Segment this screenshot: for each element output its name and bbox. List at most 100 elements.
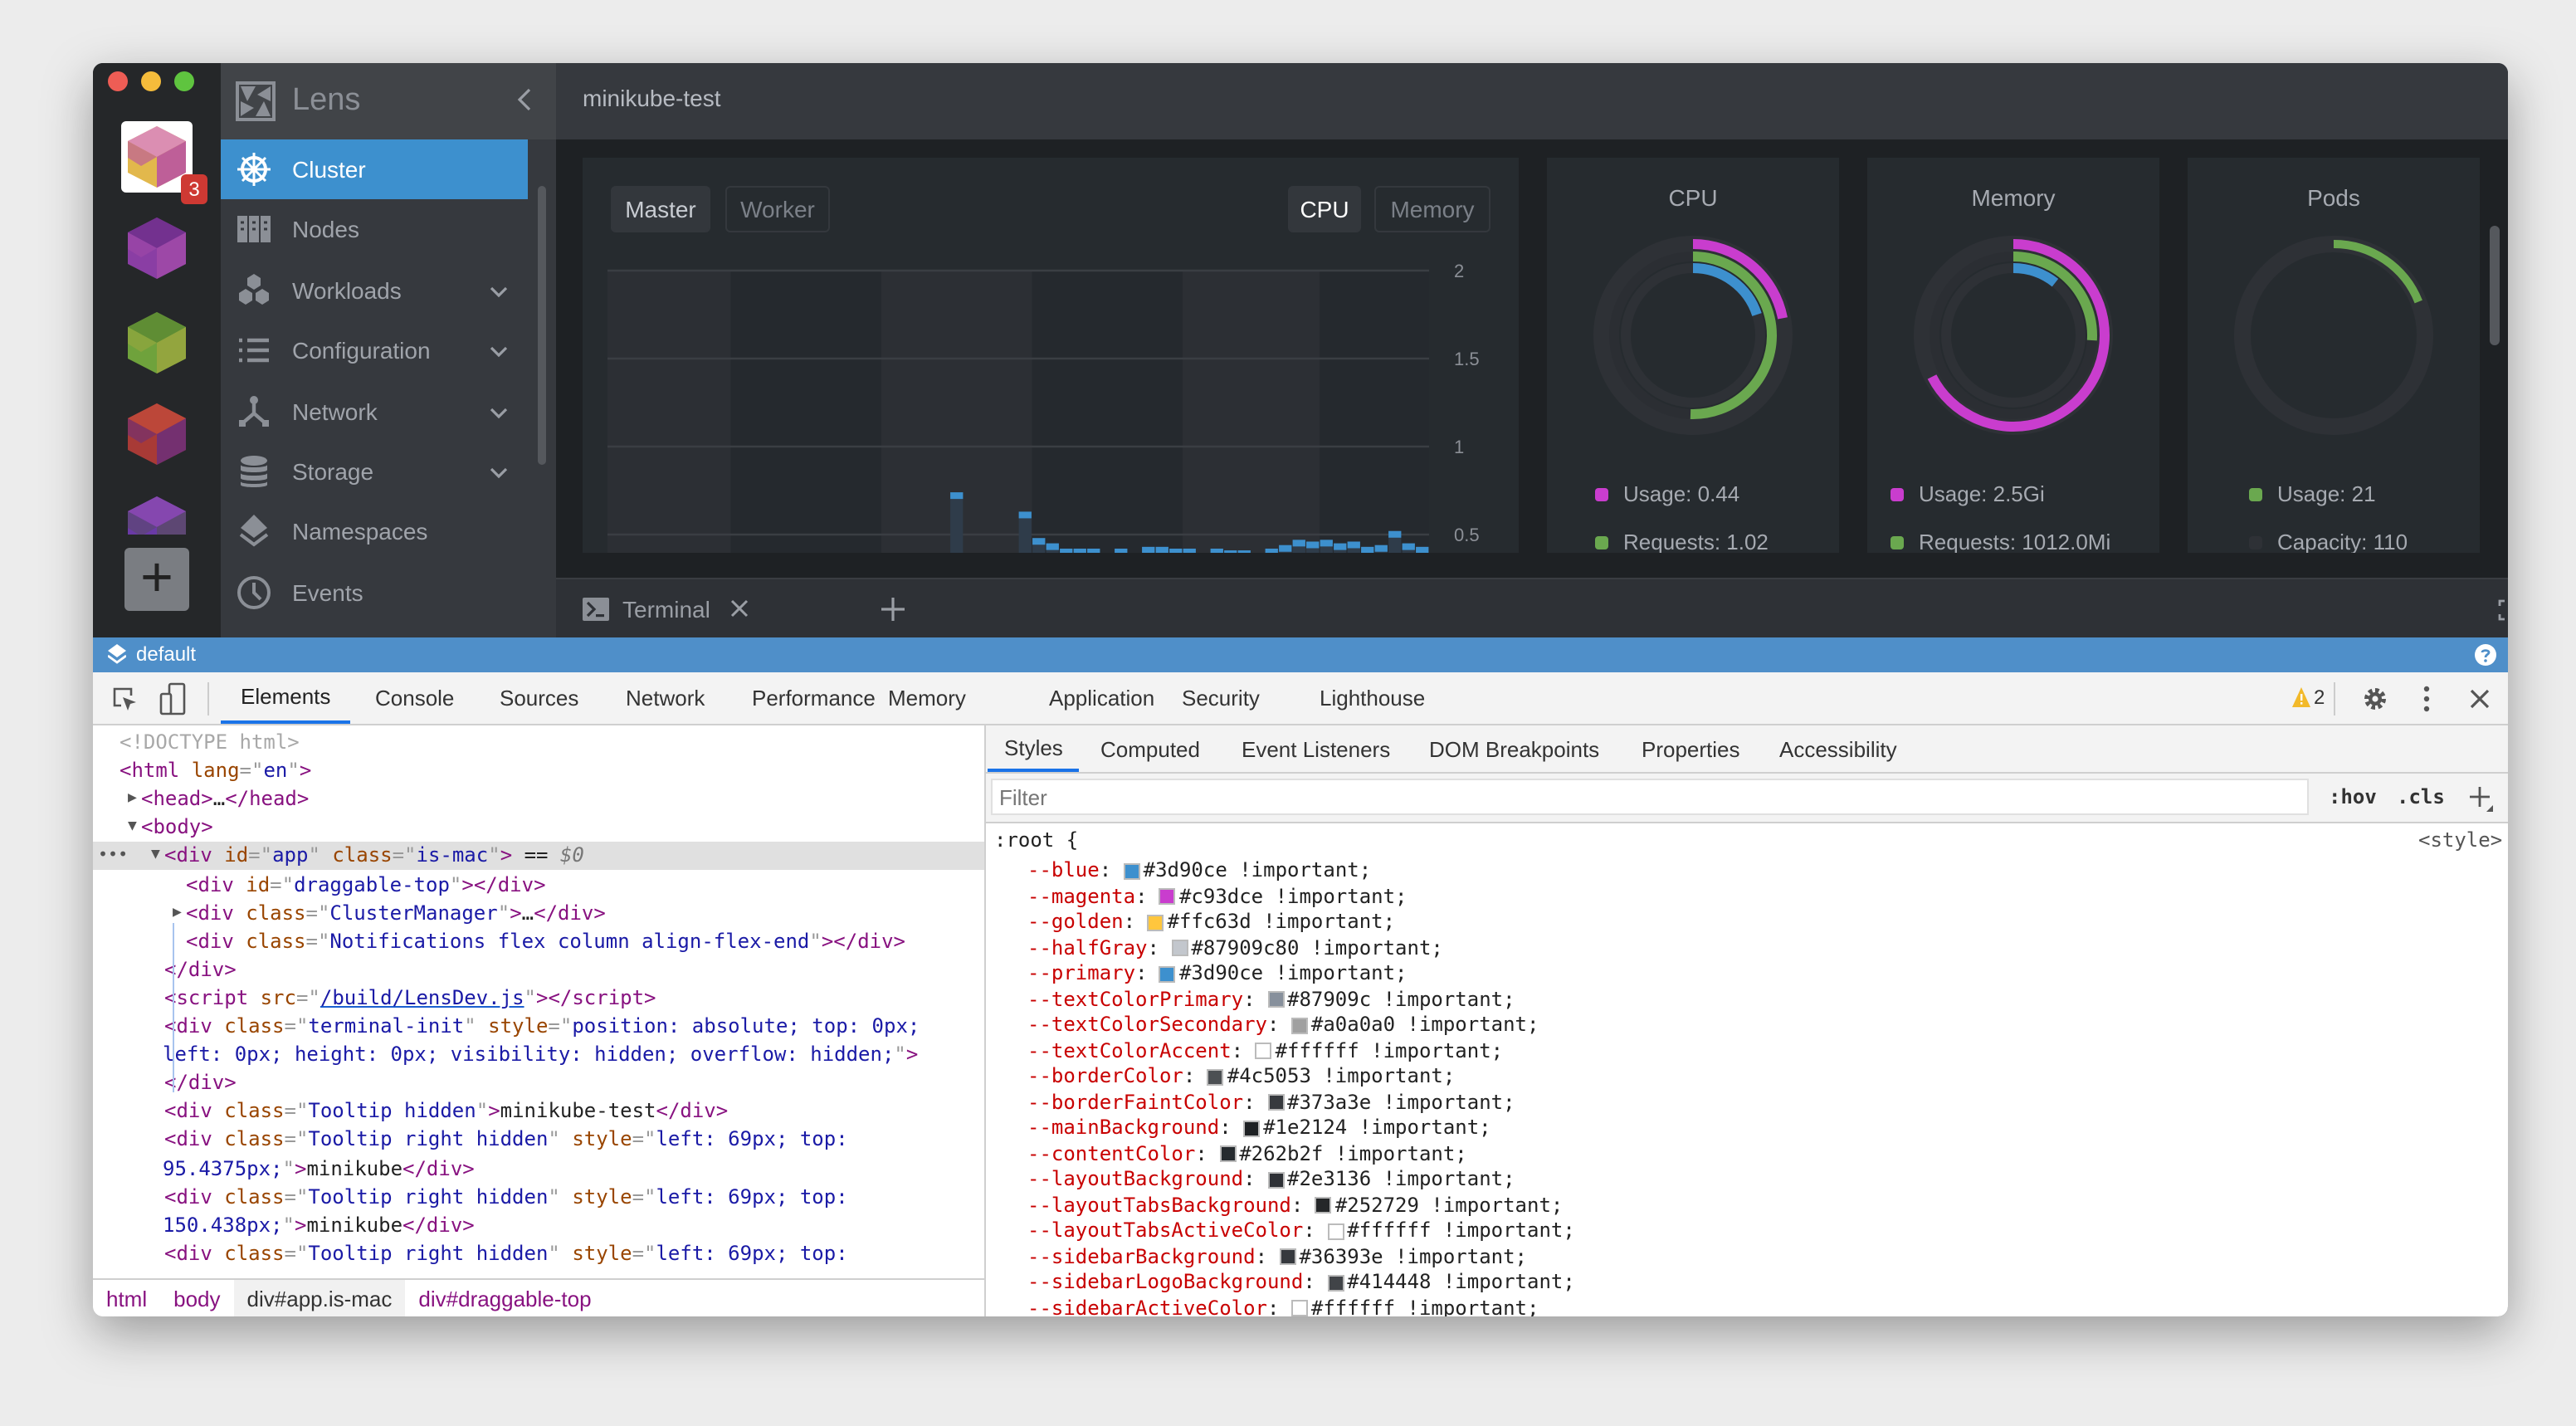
tab-memory[interactable]: Memory xyxy=(1374,186,1490,232)
sidebar-item-cluster[interactable]: Cluster xyxy=(221,139,528,199)
sidebar-scrollbar[interactable] xyxy=(538,186,546,465)
cluster-icon-cluster-3[interactable] xyxy=(121,307,193,378)
settings-gear-icon[interactable] xyxy=(2362,686,2388,712)
color-swatch-icon[interactable] xyxy=(1159,965,1176,982)
close-devtools-icon[interactable] xyxy=(2470,689,2490,709)
chevron-down-icon[interactable] xyxy=(490,458,508,485)
tab-properties[interactable]: Properties xyxy=(1642,736,1740,761)
tab-styles[interactable]: Styles xyxy=(988,725,1080,772)
color-swatch-icon[interactable] xyxy=(1243,1120,1261,1136)
collapse-node-icon[interactable]: ▼ xyxy=(128,818,137,836)
color-swatch-icon[interactable] xyxy=(1327,1274,1344,1291)
rule-source-link[interactable]: <style> xyxy=(2418,828,2503,852)
color-swatch-icon[interactable] xyxy=(1290,1300,1308,1316)
css-variable[interactable]: --golden: #ffc63d !important; xyxy=(1027,910,1395,935)
dom-node-line[interactable]: </div> xyxy=(93,1069,984,1097)
tab-master[interactable]: Master xyxy=(611,186,710,232)
sidebar-item-storage[interactable]: Storage xyxy=(221,442,528,501)
css-variable[interactable]: --layoutTabsActiveColor: #ffffff !import… xyxy=(1027,1218,1575,1243)
sidebar-item-network[interactable]: Network xyxy=(221,381,528,441)
minimize-window-button[interactable] xyxy=(141,71,161,91)
tab-accessibility[interactable]: Accessibility xyxy=(1779,736,1897,761)
dom-node-line[interactable]: <div id="draggable-top"></div> xyxy=(93,871,984,899)
color-swatch-icon[interactable] xyxy=(1267,1094,1284,1111)
css-variable[interactable]: --contentColor: #262b2f !important; xyxy=(1027,1141,1467,1166)
chevron-down-icon[interactable] xyxy=(490,277,508,304)
tab-performance[interactable]: Performance xyxy=(752,686,876,711)
color-swatch-icon[interactable] xyxy=(1290,1017,1308,1033)
tab-application[interactable]: Application xyxy=(1049,686,1155,711)
css-variable[interactable]: --mainBackground: #1e2124 !important; xyxy=(1027,1116,1491,1140)
dom-node-line[interactable]: 95.4375px;">minikube</div> xyxy=(93,1155,984,1183)
css-variable[interactable]: --layoutBackground: #2e3136 !important; xyxy=(1027,1167,1515,1192)
dom-node-line[interactable]: <div class="Tooltip hidden">minikube-tes… xyxy=(93,1098,984,1126)
chevron-down-icon[interactable] xyxy=(490,398,508,424)
collapse-node-icon[interactable]: ▼ xyxy=(151,847,160,864)
dom-node-line[interactable]: 150.438px;">minikube</div> xyxy=(93,1211,984,1239)
tab-elements[interactable]: Elements xyxy=(221,672,351,724)
content-scrollbar[interactable] xyxy=(2490,226,2500,345)
tab-security[interactable]: Security xyxy=(1182,686,1260,711)
css-variable[interactable]: --sidebarBackground: #36393e !important; xyxy=(1027,1244,1527,1269)
color-swatch-icon[interactable] xyxy=(1147,914,1164,930)
css-variable[interactable]: --textColorAccent: #ffffff !important; xyxy=(1027,1038,1503,1063)
sidebar-item-nodes[interactable]: Nodes xyxy=(221,200,528,260)
tab-dom-breakpoints[interactable]: DOM Breakpoints xyxy=(1429,736,1600,761)
css-variable[interactable]: --blue: #3d90ce !important; xyxy=(1027,858,1371,883)
tab-sources[interactable]: Sources xyxy=(500,686,579,711)
dom-node-line[interactable]: <script src="/build/LensDev.js"></script… xyxy=(93,984,984,1013)
hover-state-toggle[interactable]: :hov xyxy=(2329,785,2377,808)
device-toolbar-icon[interactable] xyxy=(159,682,186,715)
close-terminal-icon[interactable] xyxy=(730,599,749,618)
color-swatch-icon[interactable] xyxy=(1171,940,1188,956)
inspect-element-icon[interactable] xyxy=(111,686,138,712)
css-variable[interactable]: --sidebarActiveColor: #ffffff !important… xyxy=(1027,1296,1539,1316)
dom-node-line[interactable]: <html lang="en"> xyxy=(93,757,984,785)
color-swatch-icon[interactable] xyxy=(1159,888,1176,905)
color-swatch-icon[interactable] xyxy=(1327,1223,1344,1239)
class-toggle[interactable]: .cls xyxy=(2397,785,2445,808)
dom-node-line[interactable]: <div class="Tooltip right hidden" style=… xyxy=(93,1240,984,1268)
color-swatch-icon[interactable] xyxy=(1267,1171,1284,1188)
sidebar-item-events[interactable]: Events xyxy=(221,563,528,623)
dom-node-line[interactable]: ••• ▼ <div id="app" class="is-mac"> == $0 xyxy=(93,842,984,871)
expand-node-icon[interactable]: ▶ xyxy=(173,904,182,921)
add-cluster-button[interactable]: + xyxy=(124,548,189,611)
collapse-sidebar-icon[interactable] xyxy=(516,88,533,111)
css-variable[interactable]: --halfGray: #87909c80 !important; xyxy=(1027,935,1443,960)
more-options-icon[interactable] xyxy=(2423,686,2430,712)
expand-node-icon[interactable]: ▶ xyxy=(128,790,137,808)
node-actions-icon[interactable]: ••• xyxy=(98,847,129,866)
breadcrumb-item[interactable]: div#app.is-mac xyxy=(233,1280,406,1316)
color-swatch-icon[interactable] xyxy=(1219,1145,1237,1162)
help-icon[interactable] xyxy=(2475,644,2496,666)
dom-node-line[interactable]: <div class="Tooltip right hidden" style=… xyxy=(93,1126,984,1155)
cluster-icon-cluster-4[interactable] xyxy=(121,398,193,470)
current-namespace[interactable]: default xyxy=(136,642,197,666)
css-variable[interactable]: --textColorPrimary: #87909c !important; xyxy=(1027,987,1515,1012)
cluster-icon-cluster-2[interactable] xyxy=(121,212,193,284)
breadcrumb-item[interactable]: div#draggable-top xyxy=(418,1286,592,1311)
cluster-icon-minikube[interactable]: 3 xyxy=(121,121,207,204)
cluster-icon-cluster-5[interactable] xyxy=(121,491,193,535)
warnings-counter[interactable]: 2 xyxy=(2292,686,2325,709)
dom-node-line[interactable]: </div> xyxy=(93,956,984,984)
css-variable[interactable]: --borderFaintColor: #373a3e !important; xyxy=(1027,1090,1515,1115)
dom-node-line[interactable]: left: 0px; height: 0px; visibility: hidd… xyxy=(93,1041,984,1069)
tab-computed[interactable]: Computed xyxy=(1100,736,1200,761)
tab-network[interactable]: Network xyxy=(626,686,705,711)
css-variable[interactable]: --layoutTabsBackground: #252729 !importa… xyxy=(1027,1193,1563,1218)
dom-node-line[interactable]: <div class="terminal-init" style="positi… xyxy=(93,1013,984,1041)
close-window-button[interactable] xyxy=(108,71,128,91)
tab-cpu[interactable]: CPU xyxy=(1288,186,1361,232)
breadcrumb-item[interactable]: body xyxy=(173,1286,221,1311)
sidebar-item-workloads[interactable]: Workloads xyxy=(221,261,528,320)
tab-lighthouse[interactable]: Lighthouse xyxy=(1320,686,1426,711)
css-variable[interactable]: --primary: #3d90ce !important; xyxy=(1027,961,1408,986)
sidebar-item-namespaces[interactable]: Namespaces xyxy=(221,502,528,562)
dom-node-line[interactable]: ▼ <body> xyxy=(93,814,984,842)
chevron-down-icon[interactable] xyxy=(490,337,508,364)
color-swatch-icon[interactable] xyxy=(1267,991,1284,1008)
css-variable[interactable]: --borderColor: #4c5053 !important; xyxy=(1027,1064,1455,1089)
color-swatch-icon[interactable] xyxy=(1315,1197,1332,1214)
